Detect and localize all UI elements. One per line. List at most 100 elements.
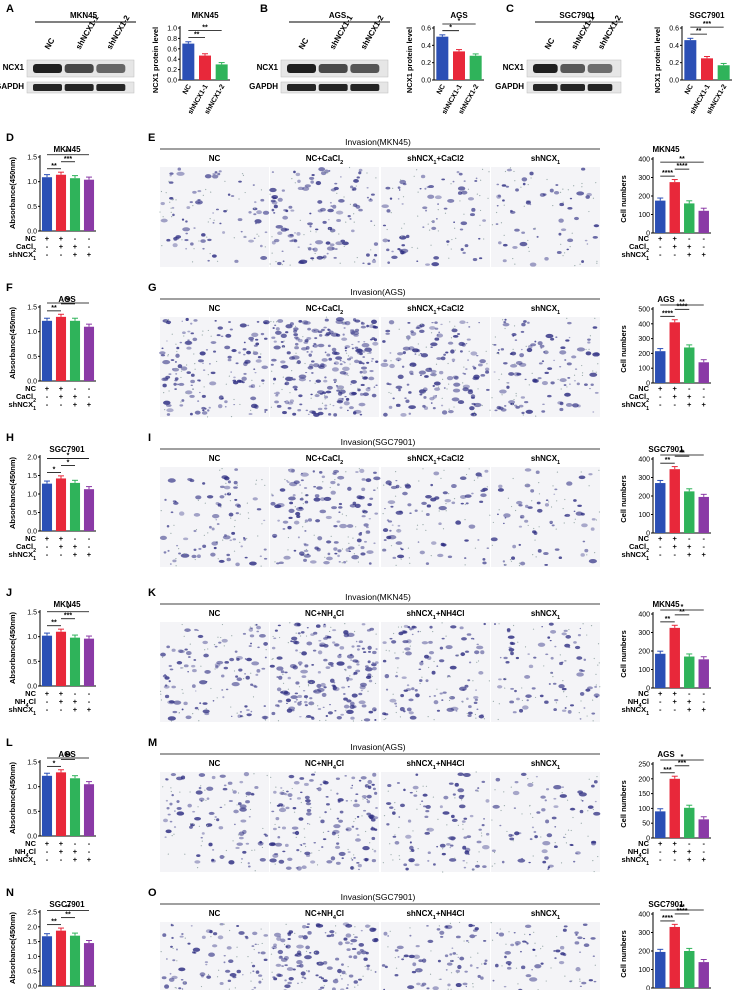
pore-dot [315, 231, 317, 233]
cell-dot [164, 836, 167, 838]
cell-dot [305, 409, 309, 412]
cell-dot [169, 802, 173, 806]
cell-dot [190, 332, 194, 335]
pore-dot [315, 393, 318, 395]
cell-dot [408, 954, 415, 959]
condition-label: shNCX1 [621, 400, 649, 412]
pore-dot [338, 233, 340, 235]
pore-dot [393, 632, 395, 635]
pore-dot [498, 703, 500, 705]
cell-dot [502, 322, 510, 327]
cell-dot [322, 624, 327, 628]
cell-dot [447, 555, 453, 559]
cell-dot [167, 716, 176, 721]
cell-dot [362, 510, 368, 514]
cell-dot [297, 409, 302, 412]
cell-dot [242, 632, 247, 635]
pore-dot [202, 194, 204, 196]
cell-dot [414, 688, 418, 692]
cell-dot [408, 412, 412, 415]
cell-dot [397, 956, 400, 958]
pore-dot [226, 209, 228, 211]
pore-dot [329, 486, 331, 489]
condition-label: CaCl2 [629, 542, 649, 554]
cell-dot [502, 199, 505, 202]
cell-dot [171, 793, 174, 797]
cell-dot [559, 407, 564, 412]
pore-dot [165, 320, 167, 322]
cell-dot [497, 349, 500, 351]
cell-dot [170, 359, 175, 362]
condition-sign: + [687, 705, 692, 714]
image-label: shNCX1 [531, 304, 560, 316]
pore-dot [445, 635, 447, 637]
cell-dot [476, 643, 479, 646]
cell-dot [406, 335, 411, 340]
cell-dot [297, 632, 301, 635]
cell-dot [521, 322, 526, 327]
cell-dot [373, 242, 379, 246]
cell-dot [466, 835, 472, 839]
cell-dot [425, 263, 431, 266]
cell-dot [436, 333, 444, 338]
cell-dot [351, 693, 358, 698]
cell-dot [276, 503, 285, 508]
pore-dot [488, 680, 490, 682]
pore-dot [463, 940, 465, 942]
cell-dot [324, 376, 327, 379]
cell-dot [573, 641, 577, 644]
pore-dot [254, 624, 256, 626]
cell-dot [288, 468, 295, 473]
cell-dot [330, 490, 336, 495]
pore-dot [409, 927, 411, 929]
cell-dot [574, 216, 579, 221]
cell-dot [343, 630, 349, 635]
cell-dot [336, 792, 339, 795]
bar [701, 58, 713, 80]
cell-dot [351, 776, 356, 780]
cell-dot [561, 786, 564, 788]
pore-dot [586, 715, 588, 717]
cell-dot [361, 704, 367, 708]
pore-dot [530, 177, 532, 179]
cell-dot [199, 702, 202, 705]
cell-dot [518, 525, 523, 528]
pore-dot [181, 689, 183, 691]
cell-dot [296, 797, 302, 800]
condition-sign: + [673, 847, 678, 856]
cell-dot [160, 218, 168, 223]
cell-dot [302, 690, 306, 692]
cell-dot [339, 363, 343, 366]
cell-dot [507, 635, 515, 639]
cell-dot [351, 784, 354, 787]
absorbance-chart: 0.00.51.01.5****** [27, 606, 96, 691]
cell-dot [304, 184, 311, 188]
cell-dot [351, 392, 357, 396]
y-tick-label: 1.0 [27, 954, 37, 961]
cell-dot [261, 715, 269, 720]
pore-dot [239, 513, 241, 515]
cell-dot [495, 223, 499, 225]
cell-dot [223, 209, 227, 213]
cell-dot [531, 687, 536, 690]
pore-dot [402, 196, 405, 198]
y-tick-label: 0.5 [27, 354, 37, 361]
cell-dot [164, 694, 170, 699]
pore-dot [422, 468, 424, 470]
cell-dot [246, 709, 250, 712]
panel-letter: A [6, 3, 14, 15]
cell-dot [301, 472, 303, 475]
pore-dot [207, 532, 209, 534]
cell-dot [336, 333, 339, 336]
pore-dot [555, 702, 558, 704]
cell-dot [459, 626, 464, 630]
cell-dot [172, 959, 176, 962]
cell-dot [186, 346, 192, 350]
cell-dot [517, 858, 526, 863]
pore-dot [281, 264, 283, 266]
cell-dot [478, 321, 480, 324]
pore-dot [176, 368, 178, 370]
pore-dot [170, 211, 172, 213]
cell-dot [216, 660, 224, 665]
pore-dot [347, 355, 350, 357]
